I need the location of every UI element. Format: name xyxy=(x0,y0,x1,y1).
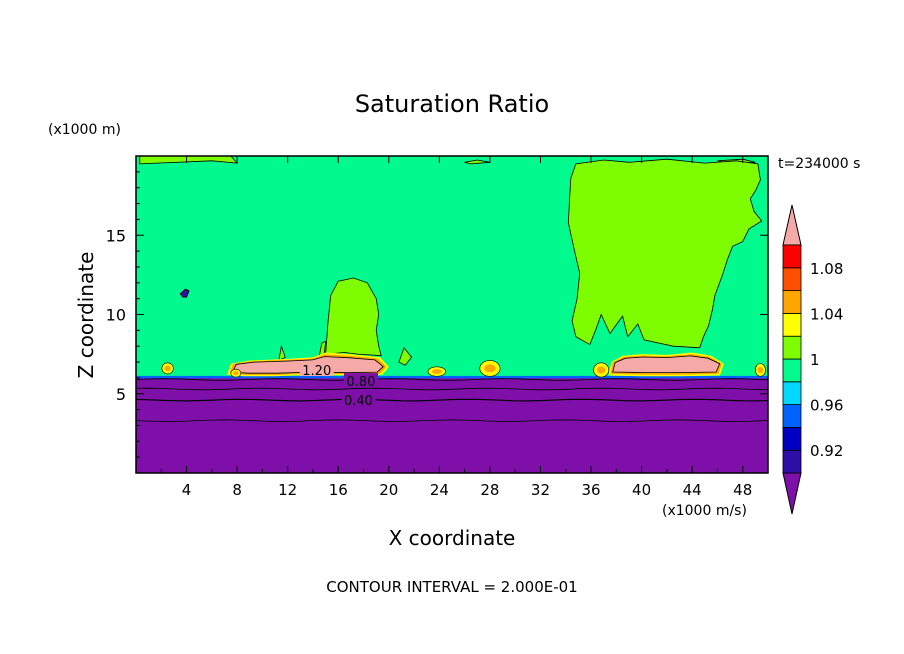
x-axis: 4 8 12 16 20 24 28 32 36 40 44 48 xyxy=(160,156,769,499)
transition-band xyxy=(136,375,768,379)
contour-label-bg xyxy=(299,361,334,376)
colorbar-swatch xyxy=(782,267,802,291)
moist-blob-core xyxy=(233,371,239,376)
colorbar-swatch xyxy=(782,290,802,314)
moist-blob-core xyxy=(431,369,442,374)
moist-wisp xyxy=(398,346,413,366)
x-tick-label: 36 xyxy=(581,481,600,499)
colorbar-tick-label: 0.92 xyxy=(810,442,843,460)
colorbar-tick-label: 0.96 xyxy=(810,397,843,415)
contour-lines xyxy=(135,378,769,422)
colorbar-bottom-arrow xyxy=(782,472,802,515)
right-supersaturated-cloud xyxy=(612,355,721,373)
moist-blob-core xyxy=(757,366,764,374)
colorbar-swatch xyxy=(782,449,802,474)
x-tick-label: 20 xyxy=(379,481,398,499)
contour-label-bg xyxy=(341,392,376,407)
contour-interval-note: CONTOUR INTERVAL = 2.000E-01 xyxy=(326,578,577,596)
x-tick-label: 24 xyxy=(430,481,449,499)
colorbar-swatch xyxy=(782,381,802,405)
x-tick-label: 44 xyxy=(683,481,702,499)
y-axis: 5 10 15 xyxy=(106,171,768,458)
x-tick-label: 28 xyxy=(480,481,499,499)
contour-label-bg xyxy=(343,373,378,388)
chart-title: Saturation Ratio xyxy=(355,90,549,118)
x-axis-label: X coordinate xyxy=(389,526,516,550)
x-tick-label: 32 xyxy=(531,481,550,499)
y-tick-label: 10 xyxy=(106,306,126,325)
colorbar-swatch xyxy=(782,335,802,360)
y-tick-label: 5 xyxy=(116,385,126,404)
colorbar-swatch xyxy=(782,312,802,337)
right-moist-plume xyxy=(567,158,763,349)
middle-moist-plume xyxy=(325,277,382,357)
x-tick-label: 4 xyxy=(182,481,192,499)
colorbar: 0.92 0.96 1 1.04 1.08 xyxy=(782,204,843,515)
x-tick-label: 40 xyxy=(632,481,651,499)
y-axis-label: Z coordinate xyxy=(74,252,98,379)
colorbar-tick-label: 1.04 xyxy=(810,305,843,323)
x-tick-label: 12 xyxy=(278,481,297,499)
moist-blob-core xyxy=(164,365,171,372)
contour-label: 0.80 xyxy=(347,375,376,390)
x-tick-label: 16 xyxy=(329,481,348,499)
contour-line xyxy=(135,419,769,422)
time-label: t=234000 s xyxy=(778,156,860,172)
colorbar-swatch xyxy=(782,358,802,383)
lower-dry-layer-fill xyxy=(136,377,768,473)
contour-line xyxy=(135,387,769,391)
x-tick-label: 8 xyxy=(232,481,242,499)
colorbar-swatch xyxy=(782,244,802,269)
colorbar-tick-label: 1.08 xyxy=(810,260,843,278)
x-tick-label: 48 xyxy=(733,481,752,499)
moist-blob-core xyxy=(484,364,496,373)
saturation-field xyxy=(136,155,768,473)
y-unit-label: (x1000 m) xyxy=(48,122,121,138)
moist-wisp xyxy=(278,344,286,362)
plot-area: 1.20 0.80 0.40 xyxy=(135,155,769,474)
y-tick-label: 15 xyxy=(106,226,126,245)
dry-blob xyxy=(179,288,190,298)
colorbar-top-arrow xyxy=(782,204,802,246)
x-unit-label: (x1000 m/s) xyxy=(662,503,747,519)
colorbar-swatch xyxy=(782,404,802,428)
contour-line xyxy=(135,378,769,381)
colorbar-swatch xyxy=(782,426,802,451)
contour-line xyxy=(135,398,769,402)
moist-blob-core xyxy=(596,366,606,374)
contour-label: 0.40 xyxy=(344,394,373,409)
contour-labels: 1.20 0.80 0.40 xyxy=(299,361,378,409)
contour-label: 1.20 xyxy=(302,364,331,379)
top-moist-patch xyxy=(139,155,239,165)
colorbar-tick-label: 1 xyxy=(810,351,820,369)
